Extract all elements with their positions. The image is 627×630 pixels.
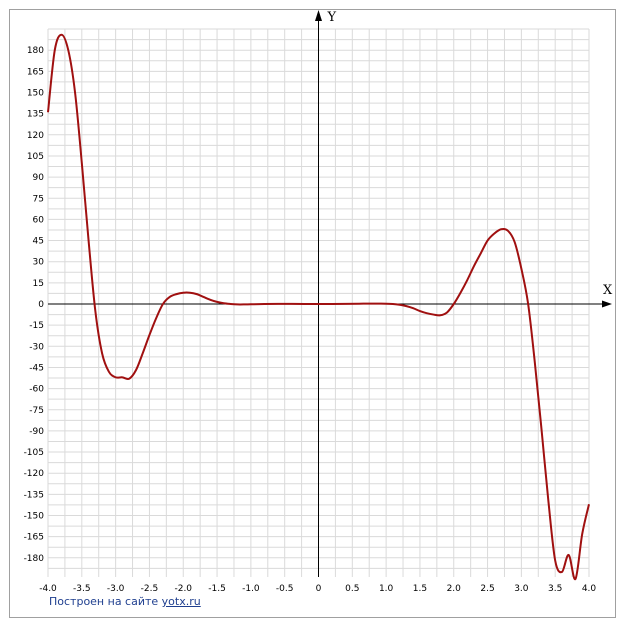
y-tick-label: 120 bbox=[27, 131, 44, 141]
y-tick-label: -30 bbox=[29, 342, 44, 352]
x-tick-label: -4.0 bbox=[39, 584, 57, 594]
series-layer bbox=[47, 33, 590, 580]
tick-labels: -4.0 -3.5 -3.0 -2.5 -2.0 -1.5 -1.0 -0.5 0 0.5 1.0 1… bbox=[24, 46, 597, 594]
x-tick-label: 2.5 bbox=[480, 584, 494, 594]
y-tick-label: 30 bbox=[33, 258, 45, 268]
y-tick-label: 180 bbox=[27, 46, 44, 56]
y-tick-label: -75 bbox=[29, 406, 44, 416]
y-tick-label: 90 bbox=[33, 173, 45, 183]
y-tick-label: 105 bbox=[27, 152, 44, 162]
x-tick-label: 2.0 bbox=[447, 584, 462, 594]
y-tick-label: -180 bbox=[24, 554, 45, 564]
x-tick-label: -3.0 bbox=[107, 584, 125, 594]
chart-frame bbox=[9, 9, 616, 618]
y-tick-label: 75 bbox=[33, 194, 44, 204]
x-tick-label: -1.0 bbox=[242, 584, 260, 594]
y-tick-label: -15 bbox=[29, 321, 44, 331]
footer-credit: Построен на сайте yotx.ru bbox=[49, 595, 201, 608]
footer-text: Построен на сайте bbox=[49, 595, 162, 608]
x-tick-label: 1.0 bbox=[379, 584, 394, 594]
y-tick-label: -45 bbox=[29, 363, 44, 373]
y-tick-label: -60 bbox=[29, 385, 44, 395]
x-tick-label: 3.5 bbox=[548, 584, 562, 594]
series-line bbox=[47, 33, 590, 580]
x-axis-label: X bbox=[603, 283, 613, 298]
y-tick-label: 60 bbox=[33, 215, 45, 225]
x-axis-arrow bbox=[602, 300, 612, 308]
y-tick-label: -135 bbox=[24, 490, 44, 500]
y-tick-label: -105 bbox=[24, 448, 44, 458]
x-tick-label: -2.5 bbox=[141, 584, 159, 594]
x-tick-label: -1.5 bbox=[208, 584, 226, 594]
y-tick-label: -165 bbox=[24, 533, 44, 543]
footer-link[interactable]: yotx.ru bbox=[161, 595, 201, 608]
y-tick-label: 150 bbox=[27, 89, 44, 99]
y-tick-label: 45 bbox=[33, 237, 44, 247]
y-axis-arrow bbox=[315, 10, 322, 21]
y-tick-label: -150 bbox=[24, 512, 45, 522]
y-tick-label: 15 bbox=[33, 279, 44, 289]
x-tick-label: -0.5 bbox=[276, 584, 294, 594]
x-tick-label: 1.5 bbox=[413, 584, 427, 594]
x-tick-label: -2.0 bbox=[174, 584, 192, 594]
y-axis-label: Y bbox=[327, 10, 337, 25]
x-tick-label: 4.0 bbox=[582, 584, 597, 594]
x-tick-label: 0.5 bbox=[345, 584, 359, 594]
y-tick-label: 0 bbox=[38, 300, 44, 310]
y-tick-label: -90 bbox=[29, 427, 44, 437]
x-tick-label: 0 bbox=[316, 584, 322, 594]
y-tick-label: 165 bbox=[27, 67, 44, 77]
x-tick-label: 3.0 bbox=[514, 584, 529, 594]
x-tick-label: -3.5 bbox=[73, 584, 91, 594]
y-tick-label: 135 bbox=[27, 110, 44, 120]
y-tick-label: -120 bbox=[24, 469, 45, 479]
